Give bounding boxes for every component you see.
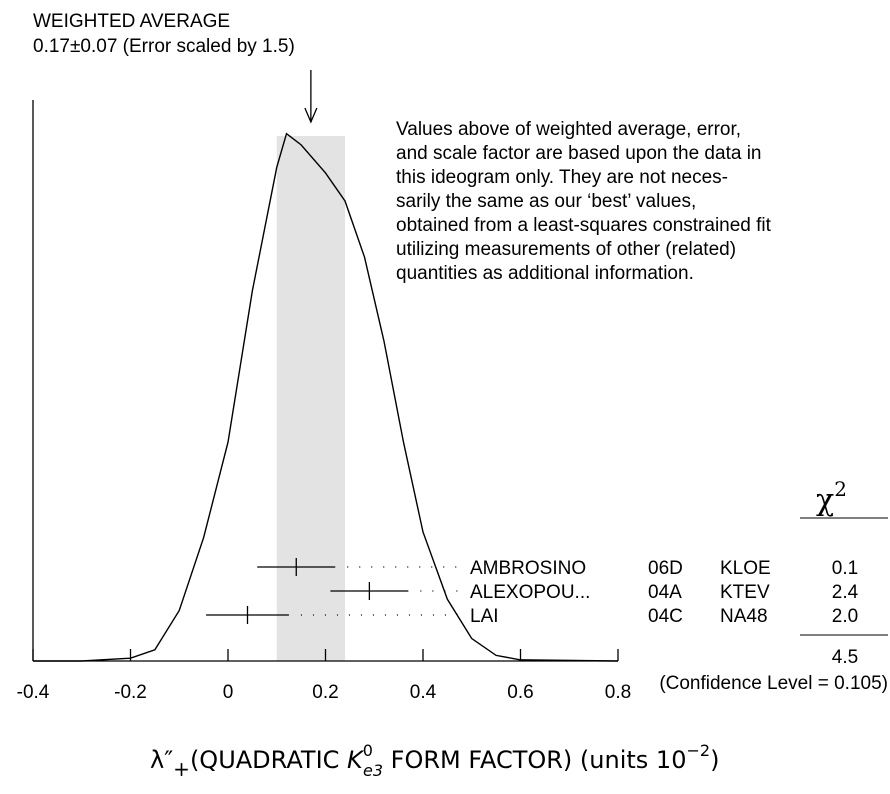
ideogram-curve bbox=[33, 132, 619, 662]
x-tick-label: 0.6 bbox=[507, 682, 533, 703]
measurement-experiment: KTEV bbox=[720, 582, 770, 603]
measurement-name: ALEXOPOU... bbox=[470, 582, 590, 603]
x-label-part: e3 bbox=[363, 761, 383, 780]
note-line: sarily the same as our ‘best’ values, bbox=[396, 191, 696, 212]
note-line: quantities as additional information. bbox=[396, 263, 694, 284]
measurement-name: AMBROSINO bbox=[470, 558, 586, 579]
measurement-chi2: 0.1 bbox=[832, 558, 858, 579]
measurement-code: 06D bbox=[648, 558, 683, 579]
x-label-part: λ″ bbox=[150, 746, 173, 774]
confidence-level: (Confidence Level = 0.105) bbox=[659, 673, 888, 694]
x-label-part: 0 bbox=[363, 741, 373, 760]
measurement-name: LAI bbox=[470, 606, 499, 627]
chi2-total: 4.5 bbox=[832, 647, 858, 668]
measurement-chi2: 2.0 bbox=[832, 606, 858, 627]
x-label-part: + bbox=[173, 757, 190, 781]
x-axis-label: λ″+(QUADRATIC K0 e3 FORM FACTOR) (units 1… bbox=[150, 741, 719, 781]
x-tick-label: -0.4 bbox=[17, 682, 50, 703]
x-tick-label: 0.2 bbox=[312, 682, 338, 703]
measurement-code: 04C bbox=[648, 606, 683, 627]
x-label-part: FORM FACTOR) (units 10 bbox=[383, 746, 686, 774]
note-line: obtained from a least-squares constraine… bbox=[396, 215, 772, 236]
chi2-exponent: 2 bbox=[834, 477, 847, 501]
x-label-part: ) bbox=[710, 746, 719, 774]
x-tick-label: -0.2 bbox=[114, 682, 147, 703]
chart-title: WEIGHTED AVERAGE bbox=[33, 11, 230, 32]
x-label-part: K bbox=[347, 746, 365, 774]
chi2-symbol: χ bbox=[816, 483, 834, 518]
note-line: and scale factor are based upon the data… bbox=[396, 143, 761, 164]
measurement-experiment: NA48 bbox=[720, 606, 768, 627]
note-line: utilizing measurements of other (related… bbox=[396, 239, 736, 260]
average-band bbox=[276, 136, 345, 661]
measurement-experiment: KLOE bbox=[720, 558, 771, 579]
x-tick-label: 0.4 bbox=[410, 682, 437, 703]
x-tick-label: 0.8 bbox=[605, 682, 631, 703]
x-label-part: −2 bbox=[686, 741, 710, 760]
average-arrow bbox=[304, 70, 318, 124]
measurement-chi2: 2.4 bbox=[832, 582, 859, 603]
x-tick-label: 0 bbox=[223, 682, 234, 703]
x-label-part: (QUADRATIC bbox=[190, 746, 347, 774]
chi2-header: χ2 bbox=[816, 477, 847, 518]
chart-subtitle: 0.17±0.07 (Error scaled by 1.5) bbox=[33, 36, 295, 57]
note-line: Values above of weighted average, error, bbox=[396, 119, 741, 140]
measurement-code: 04A bbox=[648, 582, 682, 603]
note-line: this ideogram only. They are not neces- bbox=[396, 167, 728, 188]
